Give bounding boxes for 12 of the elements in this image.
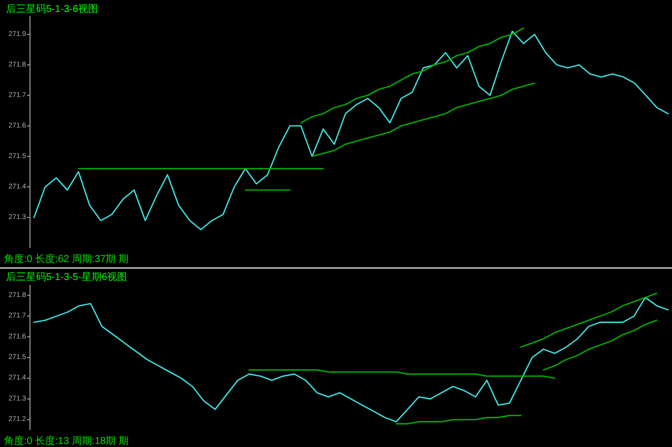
chart-title: 后三星码5-1-3-6视图 — [6, 3, 98, 15]
text: 角度:0 长度:13 周期:18期 期 — [4, 435, 128, 447]
line-series — [300, 28, 524, 124]
line-series — [33, 296, 669, 422]
text: 角度:0 长度:62 周期:37期 期 — [4, 253, 128, 265]
chart-title: 后三星码5-1-3-5-星期6视图 — [6, 271, 128, 283]
line-series — [542, 320, 658, 371]
line-series — [396, 414, 522, 424]
line-series — [33, 30, 669, 230]
line-series — [311, 82, 536, 158]
line-series — [520, 292, 658, 348]
line-series — [248, 369, 556, 379]
